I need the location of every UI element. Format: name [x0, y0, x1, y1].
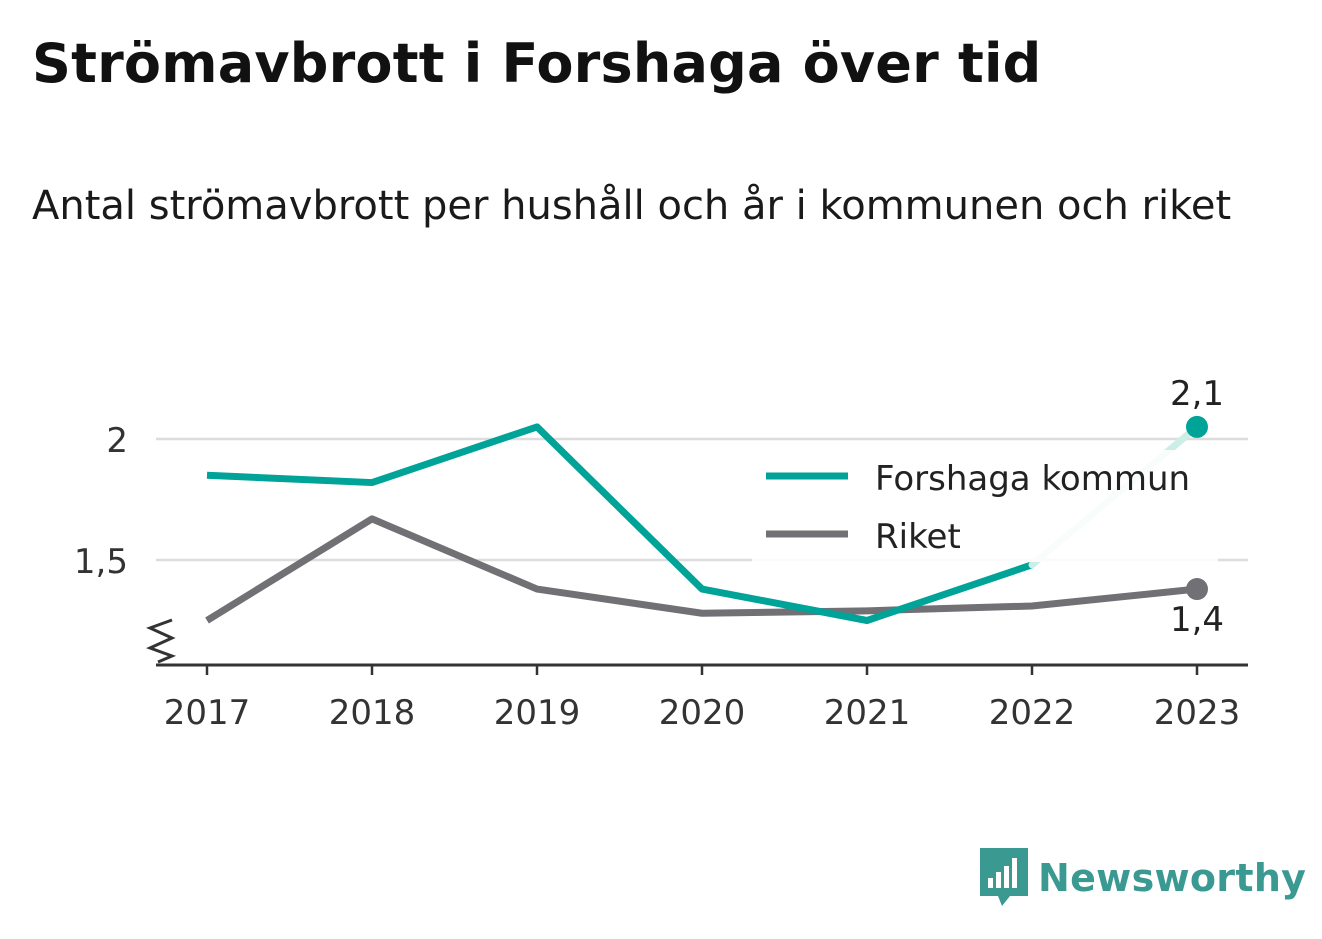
legend-label-riket: Riket — [875, 517, 961, 557]
y-tick-label: 1,5 — [74, 542, 128, 582]
axis-break-icon — [146, 618, 177, 664]
series-line-forshaga — [206, 423, 1034, 624]
chart-subtitle: Antal strömavbrott per hushåll och år i … — [32, 183, 1232, 229]
x-tick-label: 2020 — [659, 693, 746, 733]
end-marker-forshaga — [1186, 415, 1208, 438]
brand-name: Newsworthy — [1038, 856, 1307, 900]
legend-label-forshaga: Forshaga kommun — [875, 459, 1190, 499]
y-tick-label: 2 — [106, 421, 128, 461]
newsworthy-logo: Newsworthy — [980, 848, 1306, 908]
x-tick-label: 2022 — [989, 693, 1076, 733]
series-line-riket — [205, 515, 1198, 624]
x-tick-label: 2017 — [164, 693, 251, 733]
x-tick-label: 2023 — [1154, 693, 1241, 733]
end-label-forshaga: 2,1 — [1170, 374, 1224, 414]
x-tick-label: 2019 — [494, 693, 581, 733]
end-label-riket: 1,4 — [1170, 600, 1224, 640]
bar-chart-speech-bubble-icon — [980, 848, 1028, 906]
chart-title: Strömavbrott i Forshaga över tid — [32, 32, 1042, 95]
x-tick-label: 2018 — [329, 693, 416, 733]
end-marker-riket — [1186, 578, 1208, 601]
legend-background — [752, 450, 1218, 562]
x-tick-label: 2021 — [824, 693, 911, 733]
